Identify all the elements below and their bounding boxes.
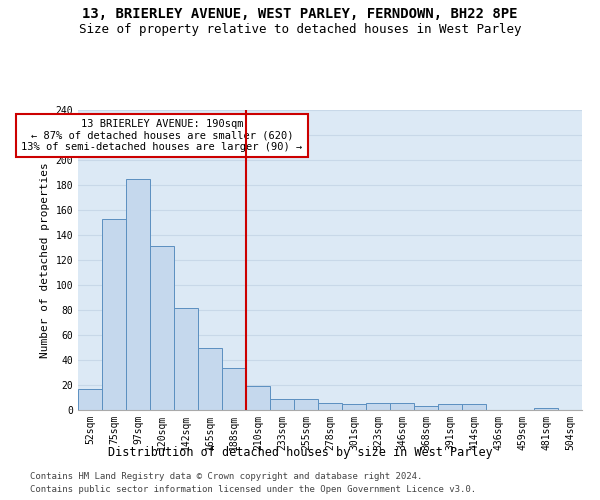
Bar xyxy=(270,399,294,410)
Bar xyxy=(126,179,150,410)
Bar xyxy=(534,408,558,410)
Text: Contains public sector information licensed under the Open Government Licence v3: Contains public sector information licen… xyxy=(30,485,476,494)
Y-axis label: Number of detached properties: Number of detached properties xyxy=(40,162,50,358)
Bar xyxy=(78,389,102,410)
Bar xyxy=(246,386,270,410)
Text: Contains HM Land Registry data © Crown copyright and database right 2024.: Contains HM Land Registry data © Crown c… xyxy=(30,472,422,481)
Bar xyxy=(102,219,126,410)
Text: Size of property relative to detached houses in West Parley: Size of property relative to detached ho… xyxy=(79,22,521,36)
Bar xyxy=(174,308,198,410)
Bar xyxy=(414,406,438,410)
Bar xyxy=(318,402,342,410)
Bar xyxy=(390,402,414,410)
Bar xyxy=(366,402,390,410)
Bar xyxy=(438,404,462,410)
Bar xyxy=(150,246,174,410)
Bar xyxy=(198,348,222,410)
Bar xyxy=(222,368,246,410)
Text: 13 BRIERLEY AVENUE: 190sqm
← 87% of detached houses are smaller (620)
13% of sem: 13 BRIERLEY AVENUE: 190sqm ← 87% of deta… xyxy=(22,118,302,152)
Text: 13, BRIERLEY AVENUE, WEST PARLEY, FERNDOWN, BH22 8PE: 13, BRIERLEY AVENUE, WEST PARLEY, FERNDO… xyxy=(82,8,518,22)
Text: Distribution of detached houses by size in West Parley: Distribution of detached houses by size … xyxy=(107,446,493,459)
Bar xyxy=(342,404,366,410)
Bar xyxy=(294,399,318,410)
Bar xyxy=(462,404,486,410)
